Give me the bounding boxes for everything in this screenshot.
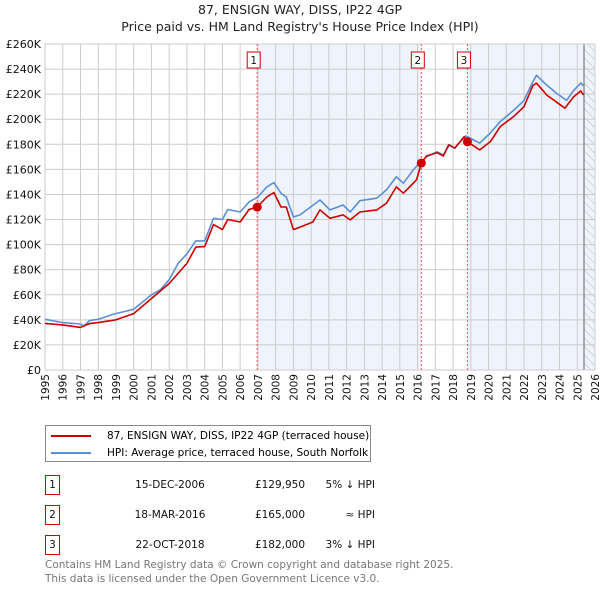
y-tick-label: £0 xyxy=(27,364,41,377)
x-tick-label: 2005 xyxy=(217,374,229,401)
plot-border xyxy=(44,43,596,371)
y-tick-label: £260K xyxy=(6,38,42,51)
sale-label: 2 xyxy=(414,55,421,67)
y-tick-label: £180K xyxy=(6,138,42,151)
x-tick-label: 2002 xyxy=(164,374,176,401)
x-tick-label: 2024 xyxy=(555,374,567,401)
y-tick-label: £20K xyxy=(13,339,42,352)
transaction-number: 1 xyxy=(45,475,60,495)
x-tick-label: 2016 xyxy=(413,374,425,401)
chart-subtitle: Price paid vs. HM Land Registry's House … xyxy=(121,19,479,34)
x-tick-label: 2000 xyxy=(129,374,141,401)
y-tick-label: £140K xyxy=(6,188,42,201)
transaction-date: 18-MAR-2016 xyxy=(134,509,206,521)
y-tick-label: £220K xyxy=(6,88,42,101)
x-tick-label: 2007 xyxy=(253,374,265,401)
x-tick-label: 2025 xyxy=(572,374,584,401)
x-tick-label: 2018 xyxy=(448,374,460,401)
transaction-price: £182,000 xyxy=(254,539,306,551)
x-tick-label: 1996 xyxy=(58,374,70,401)
transaction-date: 22-OCT-2018 xyxy=(135,539,205,551)
x-tick-label: 2014 xyxy=(377,374,389,401)
transaction-number: 3 xyxy=(45,535,60,555)
forecast-hatch xyxy=(584,44,595,370)
legend-swatch-blue xyxy=(51,452,91,454)
x-tick-label: 2009 xyxy=(288,374,300,401)
transaction-price: £129,950 xyxy=(254,479,306,491)
chart-title: 87, ENSIGN WAY, DISS, IP22 4GP xyxy=(198,2,402,17)
price-chart: 1 2 3 £0 £20K £40K £60K £80K £100K £120K £140K £160… xyxy=(6,38,600,401)
transaction-row: 1 15-DEC-2006 £129,950 5% ↓ HPI xyxy=(45,475,375,495)
x-tick-label: 2022 xyxy=(519,374,531,401)
x-tick-label: 2001 xyxy=(146,374,158,401)
sale-label-box xyxy=(456,51,471,69)
x-tick-label: 1997 xyxy=(75,374,87,401)
x-tick-label: 1998 xyxy=(93,374,105,401)
sale-label-box xyxy=(410,51,425,69)
x-tick-label: 1999 xyxy=(111,374,123,401)
x-tick-label: 2015 xyxy=(395,374,407,401)
y-tick-label: £120K xyxy=(6,214,42,227)
x-tick-label: 2020 xyxy=(484,374,496,401)
sale-point xyxy=(252,202,262,212)
legend-swatch-red xyxy=(51,435,91,437)
x-tick-label: 2003 xyxy=(182,374,194,401)
transaction-hpi-diff: ≈ HPI xyxy=(345,509,375,521)
footer-licence: This data is licensed under the Open Gov… xyxy=(45,573,380,585)
x-tick-label: 2011 xyxy=(324,374,336,401)
x-tick-label: 2017 xyxy=(430,374,442,401)
transaction-price: £165,000 xyxy=(254,509,306,521)
legend-label: HPI: Average price, terraced house, Sout… xyxy=(107,447,369,459)
transaction-date: 15-DEC-2006 xyxy=(135,479,205,491)
x-tick-label: 2013 xyxy=(359,374,371,401)
x-tick-label: 2012 xyxy=(342,374,354,401)
y-tick-label: £60K xyxy=(13,289,42,302)
transaction-hpi-diff: 5% ↓ HPI xyxy=(325,479,375,491)
y-tick-label: £100K xyxy=(6,239,42,252)
legend: 87, ENSIGN WAY, DISS, IP22 4GP (terraced… xyxy=(45,425,371,462)
x-tick-label: 2004 xyxy=(200,374,212,401)
x-tick-label: 2008 xyxy=(271,374,283,401)
transaction-row: 2 18-MAR-2016 £165,000 ≈ HPI xyxy=(45,505,375,525)
sale-label-box xyxy=(246,51,261,69)
y-tick-label: £240K xyxy=(6,63,42,76)
x-tick-label: 2006 xyxy=(235,374,247,401)
legend-label: 87, ENSIGN WAY, DISS, IP22 4GP (terraced… xyxy=(107,430,370,442)
x-tick-label: 2026 xyxy=(590,374,600,401)
y-tick-label: £80K xyxy=(13,264,42,277)
y-tick-label: £160K xyxy=(6,163,42,176)
x-tick-label: 1995 xyxy=(40,374,52,401)
property-line xyxy=(44,82,585,329)
y-tick-label: £40K xyxy=(13,314,42,327)
legend-item-hpi: HPI: Average price, terraced house, Sout… xyxy=(46,445,368,461)
transaction-row: 3 22-OCT-2018 £182,000 3% ↓ HPI xyxy=(45,535,375,555)
sale-point xyxy=(416,158,426,168)
sale-point xyxy=(462,137,472,147)
legend-item-property: 87, ENSIGN WAY, DISS, IP22 4GP (terraced… xyxy=(46,428,369,444)
transaction-number: 2 xyxy=(45,505,60,525)
x-tick-label: 2019 xyxy=(466,374,478,401)
shaded-period xyxy=(467,44,595,370)
x-tick-label: 2010 xyxy=(306,374,318,401)
sale-label: 1 xyxy=(250,55,257,67)
footer-copyright: Contains HM Land Registry data © Crown c… xyxy=(45,559,454,571)
transaction-hpi-diff: 3% ↓ HPI xyxy=(325,539,375,551)
sale-label: 3 xyxy=(461,55,468,67)
x-tick-label: 2023 xyxy=(537,374,549,401)
hpi-line xyxy=(44,74,585,327)
y-tick-label: £200K xyxy=(6,113,42,126)
x-tick-label: 2021 xyxy=(501,374,513,401)
